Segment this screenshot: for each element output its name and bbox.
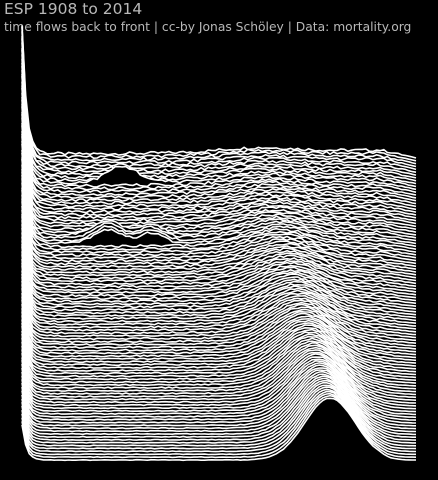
ridge-line-1910 [22, 31, 416, 163]
ridge-line-1908 [22, 26, 416, 159]
ridge-line-1909 [22, 27, 416, 161]
ridge-fill [22, 31, 416, 165]
ridge-lines [22, 26, 416, 463]
ridge-fill [22, 26, 416, 161]
ridge-line-1911 [22, 36, 416, 166]
ridge-fill [22, 27, 416, 163]
